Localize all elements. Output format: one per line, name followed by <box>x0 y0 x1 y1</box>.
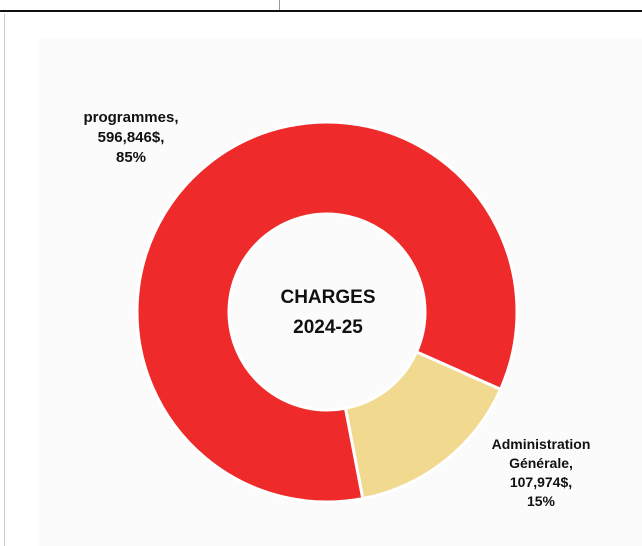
top-divider <box>279 0 280 10</box>
administration-name-2: Générale, <box>509 455 573 471</box>
center-title-line-2: 2024-25 <box>293 317 363 338</box>
administration-name-1: Administration <box>491 436 591 452</box>
administration-percent: 15% <box>526 493 556 509</box>
slice-label-administration: Administration Générale, 107,974$, 15% <box>466 435 616 511</box>
center-title-line-1: CHARGES <box>280 287 376 308</box>
programmes-value: 596,846$, <box>97 129 165 146</box>
programmes-name: programmes, <box>83 109 179 126</box>
slice-label-programmes: programmes, 596,846$, 85% <box>66 108 196 168</box>
slice-programmes <box>135 120 519 504</box>
top-strip <box>0 0 642 12</box>
programmes-percent: 85% <box>115 149 147 166</box>
donut-slices <box>135 120 519 504</box>
administration-value: 107,974$, <box>509 474 573 490</box>
center-title: CHARGES 2024-25 <box>233 283 423 343</box>
